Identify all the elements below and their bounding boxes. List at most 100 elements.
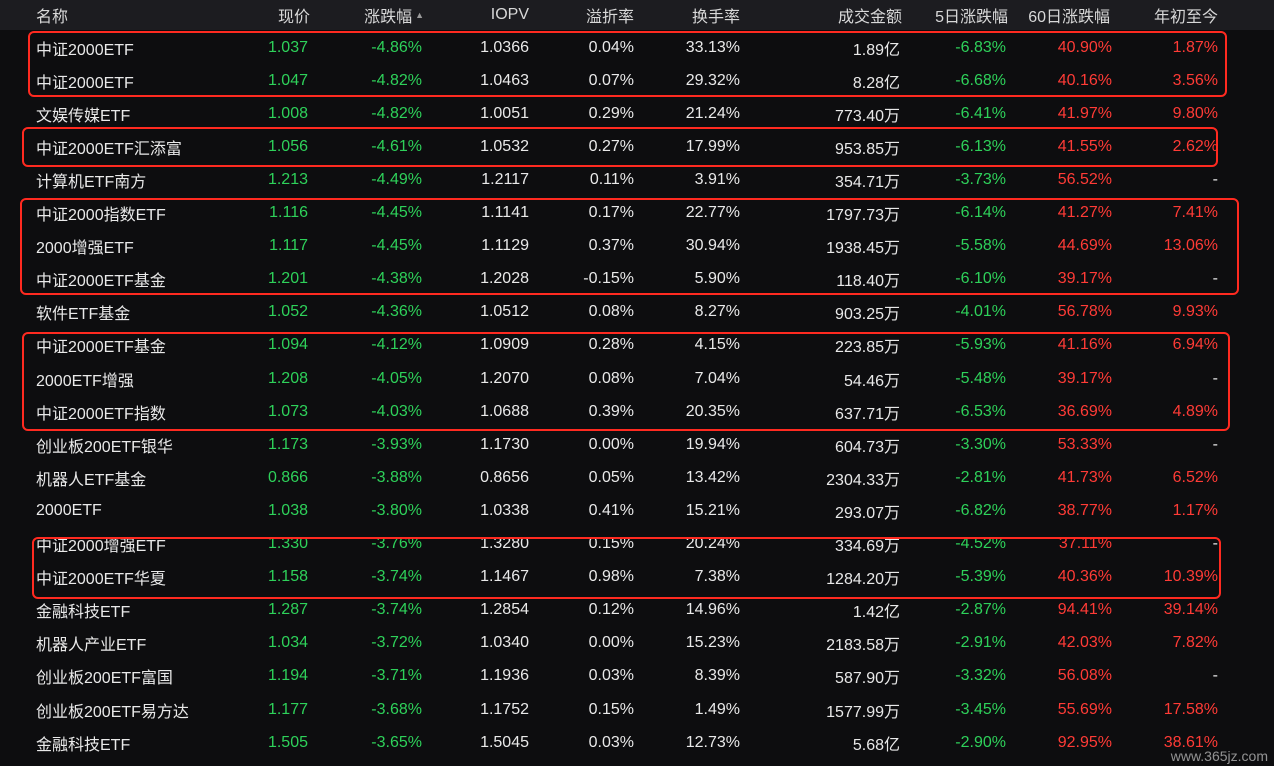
cell-price: 1.038: [267, 501, 308, 519]
cell-premium: 0.27%: [588, 137, 634, 155]
cell-premium: 0.39%: [588, 402, 634, 420]
cell-iopv: 1.0366: [480, 38, 529, 56]
table-row[interactable]: 中证2000ETF指数 1.073 -4.03% 1.0688 0.39% 20.35% 6…: [0, 395, 1274, 428]
cell-turnover: 29.32%: [685, 71, 740, 89]
cell-premium: 0.12%: [588, 601, 634, 619]
cell-name: 2000ETF: [36, 501, 102, 519]
table-row[interactable]: 中证2000ETF基金 1.201 -4.38% 1.2028 -0.15% 5.90% 1…: [0, 263, 1274, 296]
header-60d-change[interactable]: 60日涨跌幅: [1028, 9, 1110, 26]
cell-5d-change: -3.32%: [955, 667, 1006, 685]
cell-ytd: 39.14%: [1163, 601, 1218, 619]
header-turnover[interactable]: 换手率: [691, 9, 740, 26]
table-row[interactable]: 2000ETF增强 1.208 -4.05% 1.2070 0.08% 7.04% 54.4…: [0, 362, 1274, 395]
cell-name: 中证2000ETF汇添富: [36, 140, 182, 158]
header-change[interactable]: 涨跌幅 ▲: [364, 0, 424, 30]
cell-name: 计算机ETF南方: [36, 173, 147, 191]
cell-turnover: 3.91%: [694, 170, 740, 188]
table-row[interactable]: 2000ETF 1.038 -3.80% 1.0338 0.41% 15.21% 293.0…: [0, 494, 1274, 527]
cell-60d-change: 41.73%: [1057, 468, 1112, 486]
header-amount[interactable]: 成交金额: [837, 9, 902, 26]
cell-change: -3.80%: [371, 501, 422, 519]
cell-turnover: 14.96%: [685, 601, 740, 619]
cell-60d-change: 41.55%: [1057, 137, 1112, 155]
cell-name: 中证2000ETF基金: [36, 339, 166, 357]
cell-price: 1.008: [267, 104, 308, 122]
cell-name: 中证2000ETF: [36, 41, 134, 59]
cell-iopv: 1.0909: [480, 336, 529, 354]
header-iopv[interactable]: IOPV: [490, 6, 529, 23]
cell-turnover: 15.21%: [685, 501, 740, 519]
header-ytd[interactable]: 年初至今: [1153, 9, 1218, 26]
table-row[interactable]: 机器人产业ETF 1.034 -3.72% 1.0340 0.00% 15.23% 2183…: [0, 627, 1274, 660]
table-row[interactable]: 2000增强ETF 1.117 -4.45% 1.1129 0.37% 30.94% 193…: [0, 230, 1274, 263]
cell-name: 中证2000ETF: [36, 74, 134, 92]
cell-name: 金融科技ETF: [36, 604, 131, 622]
table-row[interactable]: 中证2000ETF 1.037 -4.86% 1.0366 0.04% 33.13% 1.8…: [0, 31, 1274, 64]
cell-60d-change: 44.69%: [1057, 237, 1112, 255]
cell-ytd: 10.39%: [1163, 568, 1218, 586]
cell-price: 1.201: [267, 270, 308, 288]
table-row[interactable]: 中证2000ETF 1.047 -4.82% 1.0463 0.07% 29.32% 8.2…: [0, 64, 1274, 97]
cell-60d-change: 55.69%: [1057, 700, 1112, 718]
table-row[interactable]: 文娱传媒ETF 1.008 -4.82% 1.0051 0.29% 21.24% 773.4…: [0, 97, 1274, 130]
cell-change: -4.45%: [371, 204, 422, 221]
table-row[interactable]: 金融科技ETF 1.287 -3.74% 1.2854 0.12% 14.96% 1.42亿…: [0, 594, 1274, 627]
cell-ytd: -: [1212, 270, 1218, 288]
cell-iopv: 0.8656: [480, 468, 529, 486]
cell-premium: 0.00%: [588, 634, 634, 652]
cell-amount: 118.40万: [836, 273, 900, 291]
cell-amount: 293.07万: [835, 504, 900, 522]
cell-5d-change: -5.48%: [955, 369, 1006, 387]
cell-change: -4.38%: [371, 270, 422, 288]
cell-premium: 0.41%: [588, 501, 634, 519]
cell-60d-change: 94.41%: [1057, 601, 1112, 619]
table-row[interactable]: 中证2000ETF基金 1.094 -4.12% 1.0909 0.28% 4.15% 22…: [0, 329, 1274, 362]
cell-ytd: 9.80%: [1172, 104, 1218, 122]
table-row[interactable]: 创业板200ETF易方达 1.177 -3.68% 1.1752 0.15% 1.49% 1…: [0, 693, 1274, 726]
cell-price: 1.173: [267, 435, 308, 453]
cell-premium: 0.15%: [588, 535, 634, 552]
cell-change: -4.45%: [371, 237, 422, 255]
cell-price: 1.287: [267, 601, 308, 619]
table-row[interactable]: 创业板200ETF富国 1.194 -3.71% 1.1936 0.03% 8.39% 58…: [0, 660, 1274, 693]
cell-change: -3.68%: [371, 700, 422, 718]
cell-amount: 354.71万: [835, 173, 900, 191]
cell-ytd: 9.93%: [1172, 303, 1218, 321]
cell-60d-change: 39.17%: [1057, 270, 1112, 288]
header-price[interactable]: 现价: [277, 9, 310, 26]
table-row[interactable]: 中证2000指数ETF 1.116 -4.45% 1.1141 0.17% 22.77% 1…: [0, 197, 1274, 230]
cell-iopv: 1.2854: [480, 601, 529, 619]
cell-ytd: 7.41%: [1172, 204, 1218, 221]
header-premium[interactable]: 溢折率: [585, 9, 634, 26]
cell-5d-change: -2.91%: [955, 634, 1006, 652]
table-row[interactable]: 金融科技ETF 1.505 -3.65% 1.5045 0.03% 12.73% 5.68亿…: [0, 726, 1274, 759]
cell-5d-change: -2.81%: [955, 468, 1006, 486]
cell-change: -3.71%: [371, 667, 422, 685]
cell-amount: 5.68亿: [852, 736, 900, 754]
table-row[interactable]: 中证2000ETF汇添富 1.056 -4.61% 1.0532 0.27% 17.99%…: [0, 130, 1274, 163]
cell-price: 1.047: [267, 71, 308, 89]
cell-turnover: 12.73%: [685, 733, 740, 751]
cell-name: 机器人产业ETF: [36, 637, 147, 655]
header-5d-change[interactable]: 5日涨跌幅: [935, 9, 1008, 26]
cell-5d-change: -2.90%: [955, 733, 1006, 751]
table-row[interactable]: 机器人ETF基金 0.866 -3.88% 0.8656 0.05% 13.42% 2304…: [0, 461, 1274, 494]
table-row[interactable]: 软件ETF基金 1.052 -4.36% 1.0512 0.08% 8.27% 903.25…: [0, 296, 1274, 329]
cell-5d-change: -6.82%: [955, 501, 1006, 519]
cell-turnover: 7.04%: [694, 369, 740, 387]
cell-price: 1.505: [267, 733, 308, 751]
cell-price: 1.208: [267, 369, 308, 387]
cell-premium: -0.15%: [583, 270, 634, 288]
cell-amount: 2183.58万: [826, 637, 900, 655]
header-name[interactable]: 名称: [36, 9, 69, 26]
table-row[interactable]: 中证2000增强ETF 1.330 -3.76% 1.3280 0.15% 20.24% 3…: [0, 528, 1274, 561]
table-row[interactable]: 计算机ETF南方 1.213 -4.49% 1.2117 0.11% 3.91% 354.7…: [0, 163, 1274, 196]
cell-iopv: 1.1752: [480, 700, 529, 718]
cell-name: 机器人ETF基金: [36, 471, 147, 489]
cell-ytd: -: [1212, 369, 1218, 387]
cell-change: -4.86%: [371, 38, 422, 56]
cell-iopv: 1.1730: [480, 435, 529, 453]
table-row[interactable]: 中证2000ETF华夏 1.158 -3.74% 1.1467 0.98% 7.38% 12…: [0, 561, 1274, 594]
table-row[interactable]: 创业板200ETF银华 1.173 -3.93% 1.1730 0.00% 19.94% 6…: [0, 428, 1274, 461]
cell-premium: 0.03%: [588, 667, 634, 685]
